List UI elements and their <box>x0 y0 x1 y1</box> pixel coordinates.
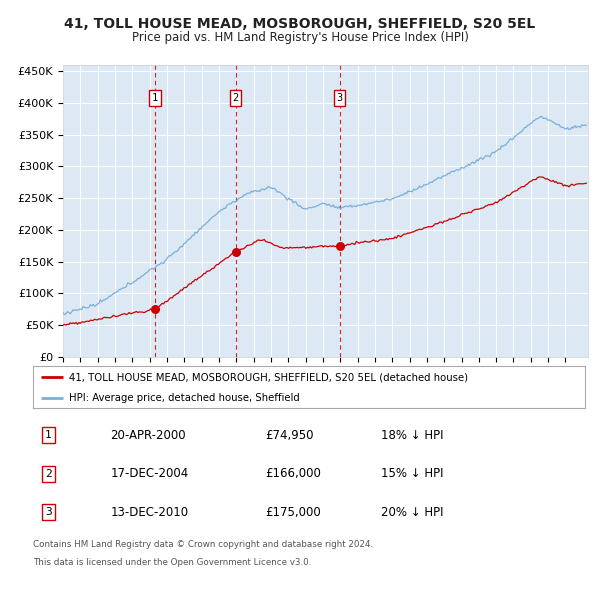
Text: 3: 3 <box>45 507 52 517</box>
Point <box>335 241 344 251</box>
Text: £175,000: £175,000 <box>265 506 320 519</box>
Text: 1: 1 <box>152 93 158 103</box>
Point <box>231 247 241 256</box>
Text: 15% ↓ HPI: 15% ↓ HPI <box>381 467 443 480</box>
Text: HPI: Average price, detached house, Sheffield: HPI: Average price, detached house, Shef… <box>69 393 299 402</box>
Text: 1: 1 <box>45 430 52 440</box>
Text: 2: 2 <box>233 93 239 103</box>
Text: Price paid vs. HM Land Registry's House Price Index (HPI): Price paid vs. HM Land Registry's House … <box>131 31 469 44</box>
Text: 20% ↓ HPI: 20% ↓ HPI <box>381 506 443 519</box>
Point <box>150 304 160 314</box>
Text: 3: 3 <box>337 93 343 103</box>
Text: Contains HM Land Registry data © Crown copyright and database right 2024.: Contains HM Land Registry data © Crown c… <box>33 540 373 549</box>
Text: 20-APR-2000: 20-APR-2000 <box>110 429 186 442</box>
Text: £166,000: £166,000 <box>265 467 321 480</box>
Text: £74,950: £74,950 <box>265 429 313 442</box>
Text: 2: 2 <box>45 469 52 478</box>
Text: 18% ↓ HPI: 18% ↓ HPI <box>381 429 443 442</box>
Text: 17-DEC-2004: 17-DEC-2004 <box>110 467 188 480</box>
Text: 13-DEC-2010: 13-DEC-2010 <box>110 506 188 519</box>
Text: This data is licensed under the Open Government Licence v3.0.: This data is licensed under the Open Gov… <box>33 558 311 567</box>
Text: 41, TOLL HOUSE MEAD, MOSBOROUGH, SHEFFIELD, S20 5EL: 41, TOLL HOUSE MEAD, MOSBOROUGH, SHEFFIE… <box>64 17 536 31</box>
Text: 41, TOLL HOUSE MEAD, MOSBOROUGH, SHEFFIELD, S20 5EL (detached house): 41, TOLL HOUSE MEAD, MOSBOROUGH, SHEFFIE… <box>69 372 468 382</box>
